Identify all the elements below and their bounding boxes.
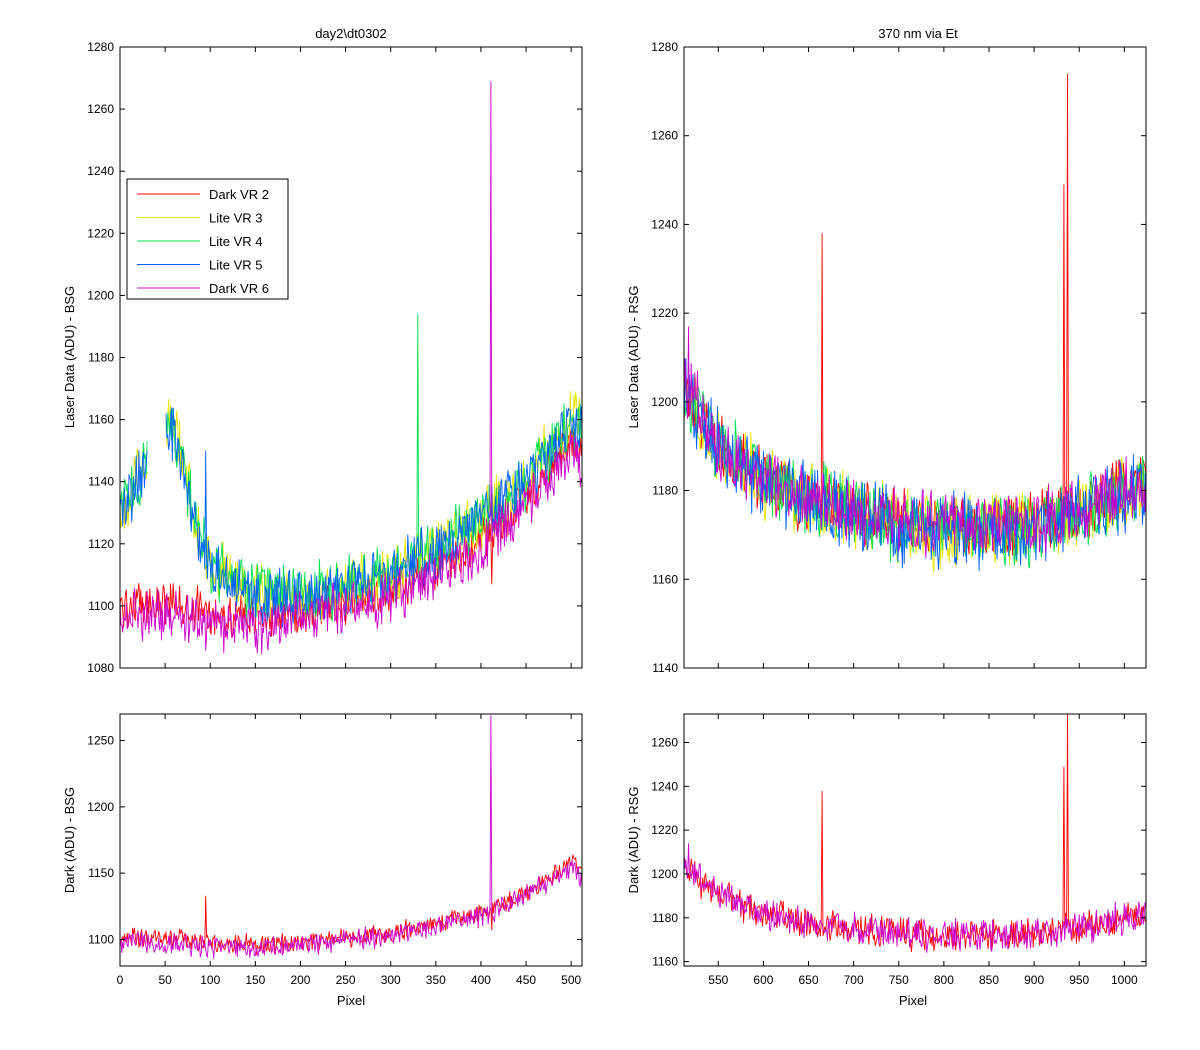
top-left-series-lite-vr-5 xyxy=(120,406,582,628)
top-left-y-tick-label: 1260 xyxy=(87,102,114,116)
bottom-right-y-tick-label: 1220 xyxy=(651,823,678,837)
bottom-left-y-tick-label: 1150 xyxy=(88,866,114,880)
top-right-series-dark-vr-6 xyxy=(684,326,1146,559)
bottom-right-y-label: Dark (ADU) - RSG xyxy=(626,787,641,894)
bottom-left-x-tick-label: 150 xyxy=(245,973,265,987)
bottom-right-x-tick-label: 850 xyxy=(979,973,999,987)
bottom-left-x-tick-label: 400 xyxy=(471,973,491,987)
bottom-left-x-tick-label: 500 xyxy=(561,973,581,987)
bottom-left-y-label: Dark (ADU) - BSG xyxy=(62,787,77,893)
top-left-y-tick-label: 1280 xyxy=(87,40,114,54)
top-left-y-tick-label: 1220 xyxy=(87,226,114,240)
bottom-left-x-tick-label: 50 xyxy=(158,973,172,987)
bottom-left-series-dark-vr-6 xyxy=(120,715,582,959)
top-right-axes: 370 nm via Et Laser Data (ADU) - RSG 114… xyxy=(626,26,1147,675)
top-left-title: day2\dt0302 xyxy=(315,26,387,41)
bottom-right-x-tick-label: 600 xyxy=(753,973,773,987)
top-right-y-tick-label: 1160 xyxy=(652,572,678,586)
top-right-y-tick-label: 1240 xyxy=(651,217,678,231)
top-right-y-tick-label: 1140 xyxy=(652,661,678,675)
bottom-left-x-tick-label: 450 xyxy=(516,973,536,987)
bottom-right-x-tick-label: 750 xyxy=(889,973,909,987)
top-left-y-tick-label: 1120 xyxy=(88,537,114,551)
bottom-left-y-tick-label: 1250 xyxy=(87,734,114,748)
legend: Dark VR 2 Lite VR 3 Lite VR 4 Lite VR 5 Dark… xyxy=(126,178,289,300)
top-left-y-tick-label: 1080 xyxy=(87,661,114,675)
top-left-y-tick-label: 1240 xyxy=(87,164,114,178)
top-left-series-dark-vr-6 xyxy=(120,81,582,655)
bottom-left-x-tick-label: 0 xyxy=(117,973,124,987)
top-right-y-tick-label: 1200 xyxy=(651,395,678,409)
legend-label-lite-vr-3: Lite VR 3 xyxy=(209,211,262,226)
bottom-left-y-tick-label: 1100 xyxy=(88,932,114,946)
bottom-left-x-tick-label: 200 xyxy=(290,973,310,987)
bottom-right-x-tick-label: 900 xyxy=(1024,973,1044,987)
top-left-plot-area xyxy=(120,81,582,655)
top-right-y-tick-label: 1280 xyxy=(651,40,678,54)
top-left-y-tick-label: 1160 xyxy=(88,413,114,427)
bottom-right-x-tick-label: 650 xyxy=(799,973,819,987)
bottom-right-y-tick-label: 1180 xyxy=(652,911,678,925)
top-right-series-lite-vr-5 xyxy=(684,358,1146,572)
top-left-y-tick-label: 1200 xyxy=(87,288,114,302)
bottom-left-plot-area xyxy=(120,715,582,959)
bottom-left-x-tick-label: 350 xyxy=(426,973,446,987)
bottom-right-axes-frame xyxy=(683,713,1147,967)
bottom-left-axes-frame xyxy=(119,713,583,967)
bottom-right-x-tick-label: 700 xyxy=(844,973,864,987)
top-right-axes-frame xyxy=(683,46,1147,669)
top-right-y-tick-label: 1180 xyxy=(652,484,678,498)
bottom-right-y-tick-label: 1160 xyxy=(652,955,678,969)
bottom-right-y-tick-label: 1200 xyxy=(651,867,678,881)
bottom-right-y-tick-label: 1260 xyxy=(651,735,678,749)
bottom-right-axes: Pixel Dark (ADU) - RSG 1160 1180 1200 1220 1… xyxy=(626,713,1147,1008)
bottom-right-x-tick-label: 950 xyxy=(1069,973,1089,987)
bottom-left-x-tick-label: 250 xyxy=(336,973,356,987)
bottom-right-series-dark-vr-6 xyxy=(684,843,1146,953)
legend-label-dark-vr-6: Dark VR 6 xyxy=(209,281,269,296)
bottom-left-y-tick-label: 1200 xyxy=(87,800,114,814)
bottom-right-y-tick-label: 1240 xyxy=(651,779,678,793)
bottom-left-x-label: Pixel xyxy=(337,993,365,1008)
top-right-plot-area xyxy=(684,73,1146,573)
top-right-y-label: Laser Data (ADU) - RSG xyxy=(626,285,641,428)
top-left-axes: day2\dt0302 Laser Data (ADU) - BSG 1080 1… xyxy=(62,26,583,675)
top-right-y-tick-label: 1260 xyxy=(651,129,678,143)
bottom-right-plot-area xyxy=(684,714,1146,953)
bottom-right-x-label: Pixel xyxy=(899,993,927,1008)
top-right-y-tick-label: 1220 xyxy=(651,306,678,320)
bottom-right-x-tick-label: 1000 xyxy=(1111,973,1138,987)
top-left-y-tick-label: 1180 xyxy=(88,351,114,365)
top-right-title: 370 nm via Et xyxy=(878,26,958,41)
top-left-y-label: Laser Data (ADU) - BSG xyxy=(62,286,77,428)
bottom-left-axes: Pixel Dark (ADU) - BSG 1100 1150 1200 1250 0… xyxy=(62,713,583,1008)
legend-label-dark-vr-2: Dark VR 2 xyxy=(209,187,269,202)
bottom-right-x-tick-label: 550 xyxy=(708,973,728,987)
bottom-left-x-tick-label: 300 xyxy=(381,973,401,987)
legend-label-lite-vr-5: Lite VR 5 xyxy=(209,258,262,273)
legend-box xyxy=(126,178,289,300)
bottom-left-x-tick-label: 100 xyxy=(200,973,220,987)
legend-label-lite-vr-4: Lite VR 4 xyxy=(209,234,262,249)
top-left-y-tick-label: 1140 xyxy=(88,475,114,489)
bottom-right-x-tick-label: 800 xyxy=(934,973,954,987)
top-left-y-tick-label: 1100 xyxy=(88,599,114,613)
